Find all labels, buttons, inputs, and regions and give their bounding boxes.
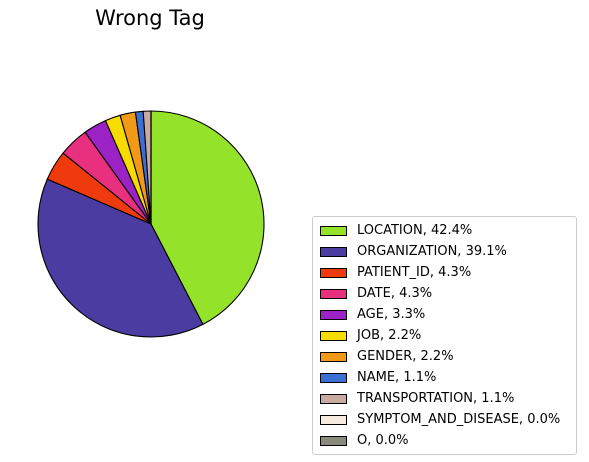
legend-item: JOB, 2.2% bbox=[320, 325, 570, 346]
legend-item: LOCATION, 42.4% bbox=[320, 220, 570, 241]
legend-label: SYMPTOM_AND_DISEASE, 0.0% bbox=[357, 412, 561, 427]
legend-swatch bbox=[320, 372, 347, 383]
legend-label: LOCATION, 42.4% bbox=[357, 223, 473, 238]
legend: LOCATION, 42.4% ORGANIZATION, 39.1% PATIEN… bbox=[312, 216, 577, 455]
legend-label: PATIENT_ID, 4.3% bbox=[357, 265, 472, 280]
legend-label: DATE, 4.3% bbox=[357, 286, 433, 301]
legend-item: TRANSPORTATION, 1.1% bbox=[320, 388, 570, 409]
pie-slice-location bbox=[150, 110, 265, 325]
legend-swatch bbox=[320, 267, 347, 278]
legend-swatch bbox=[320, 330, 347, 341]
legend-label: TRANSPORTATION, 1.1% bbox=[357, 391, 515, 406]
legend-item: O, 0.0% bbox=[320, 430, 570, 451]
legend-label: NAME, 1.1% bbox=[357, 370, 437, 385]
legend-swatch bbox=[320, 225, 347, 236]
legend-swatch bbox=[320, 288, 347, 299]
legend-swatch bbox=[320, 351, 347, 362]
chart-title: Wrong Tag bbox=[95, 6, 205, 30]
legend-swatch bbox=[320, 435, 347, 446]
legend-item: NAME, 1.1% bbox=[320, 367, 570, 388]
legend-label: JOB, 2.2% bbox=[357, 328, 422, 343]
legend-label: AGE, 3.3% bbox=[357, 307, 426, 322]
legend-label: ORGANIZATION, 39.1% bbox=[357, 244, 507, 259]
legend-label: O, 0.0% bbox=[357, 433, 409, 448]
legend-swatch bbox=[320, 414, 347, 425]
legend-swatch bbox=[320, 246, 347, 257]
legend-item: SYMPTOM_AND_DISEASE, 0.0% bbox=[320, 409, 570, 430]
legend-item: ORGANIZATION, 39.1% bbox=[320, 241, 570, 262]
legend-item: GENDER, 2.2% bbox=[320, 346, 570, 367]
legend-swatch bbox=[320, 393, 347, 404]
legend-item: DATE, 4.3% bbox=[320, 283, 570, 304]
legend-swatch bbox=[320, 309, 347, 320]
legend-label: GENDER, 2.2% bbox=[357, 349, 454, 364]
legend-item: AGE, 3.3% bbox=[320, 304, 570, 325]
pie-slice-organization bbox=[37, 178, 204, 338]
pie-chart bbox=[37, 110, 265, 338]
legend-item: PATIENT_ID, 4.3% bbox=[320, 262, 570, 283]
